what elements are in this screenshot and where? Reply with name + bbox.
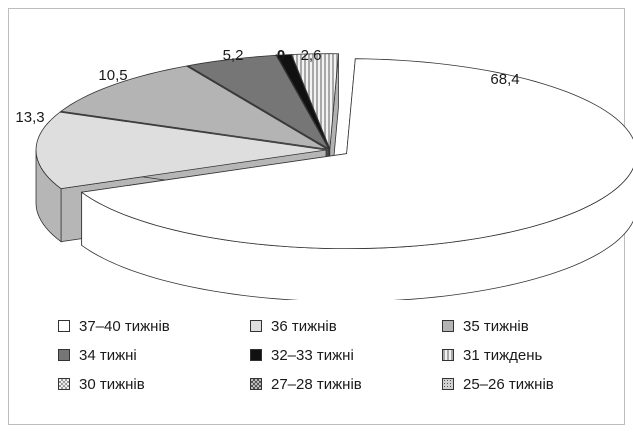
legend-item-30-тижнів: 30 тижнів bbox=[58, 374, 145, 394]
legend-item-35-тижнів: 35 тижнів bbox=[442, 316, 529, 336]
legend-item-36-тижнів: 36 тижнів bbox=[250, 316, 337, 336]
legend-label: 32–33 тижні bbox=[271, 346, 354, 364]
data-label-34-тижні: 5,2 bbox=[223, 47, 244, 64]
data-label-32-33-тижні: 0 bbox=[277, 47, 285, 64]
legend-item-27-28-тижнів: 27–28 тижнів bbox=[250, 374, 362, 394]
legend-label: 34 тижні bbox=[79, 346, 137, 364]
legend-label: 31 тиждень bbox=[463, 346, 543, 364]
legend-label: 37–40 тижнів bbox=[79, 317, 170, 335]
legend-label: 27–28 тижнів bbox=[271, 375, 362, 393]
pie-slice-37-40-тижнів bbox=[80, 58, 633, 300]
data-label-35-тижнів: 10,5 bbox=[98, 67, 127, 84]
chart-legend: 37–40 тижнів 36 тижнів 35 тижнів 34 тижні 32… bbox=[0, 306, 633, 406]
legend-item-34-тижні: 34 тижні bbox=[58, 345, 137, 365]
data-label-31-тиждень: 2,6 bbox=[301, 47, 322, 64]
legend-item-37-40-тижнів: 37–40 тижнів bbox=[58, 316, 170, 336]
pie-chart: 68,4 13,3 10,5 5,2 0 2,6 bbox=[15, 47, 633, 300]
legend-label: 35 тижнів bbox=[463, 317, 529, 335]
legend-swatch bbox=[442, 320, 454, 332]
legend-swatch bbox=[58, 320, 70, 332]
data-label-36-тижнів: 13,3 bbox=[15, 109, 44, 126]
legend-item-25-26-тижнів: 25–26 тижнів bbox=[442, 374, 554, 394]
data-label-37-40-тижнів: 68,4 bbox=[490, 71, 519, 88]
legend-swatch bbox=[442, 378, 454, 390]
legend-swatch bbox=[250, 320, 262, 332]
legend-label: 25–26 тижнів bbox=[463, 375, 554, 393]
legend-label: 36 тижнів bbox=[271, 317, 337, 335]
legend-swatch bbox=[58, 349, 70, 361]
legend-label: 30 тижнів bbox=[79, 375, 145, 393]
legend-swatch bbox=[250, 349, 262, 361]
legend-item-31-тиждень: 31 тиждень bbox=[442, 345, 542, 365]
legend-swatch bbox=[250, 378, 262, 390]
legend-swatch bbox=[442, 349, 454, 361]
legend-item-32-33-тижні: 32–33 тижні bbox=[250, 345, 354, 365]
legend-swatch bbox=[58, 378, 70, 390]
